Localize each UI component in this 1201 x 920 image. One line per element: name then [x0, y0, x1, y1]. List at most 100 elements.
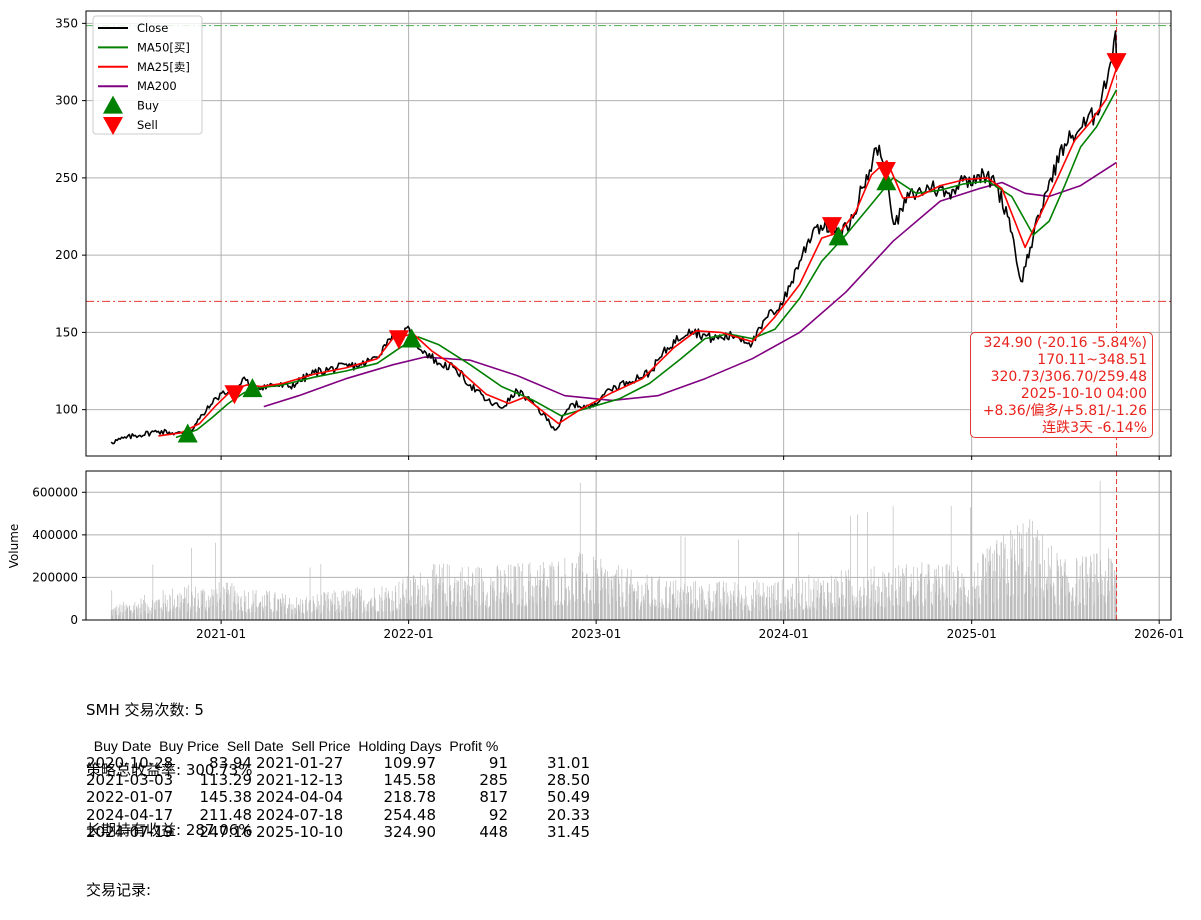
volume-bar [881, 591, 883, 620]
volume-bar [868, 580, 869, 620]
volume-bar [810, 589, 812, 620]
volume-bar [333, 590, 335, 620]
volume-bar [916, 567, 918, 620]
volume-bar [810, 609, 811, 620]
holding-days: 91 [488, 754, 508, 772]
volume-bar [1019, 532, 1020, 620]
volume-bar [255, 612, 256, 620]
volume-bar [291, 609, 292, 620]
volume-bar [128, 605, 130, 620]
volume-bar [313, 610, 315, 620]
volume-bar [673, 598, 675, 620]
volume-bar [989, 565, 991, 620]
volume-bar [399, 609, 400, 620]
volume-bar [943, 605, 944, 620]
volume-bar [880, 606, 882, 620]
volume-bar [612, 575, 614, 620]
volume-bar [830, 592, 831, 620]
volume-bar [476, 601, 477, 620]
volume-bar [503, 598, 505, 620]
volume-bar [396, 607, 398, 620]
volume-bar [609, 604, 610, 620]
volume-bar [884, 574, 885, 620]
volume-bar [1020, 548, 1022, 620]
volume-bar [201, 590, 203, 620]
volume-bar [521, 606, 523, 620]
volume-bar [823, 591, 825, 620]
volume-bar [557, 605, 559, 620]
volume-bar [237, 611, 238, 620]
volume-bar [889, 596, 890, 620]
volume-bar [873, 566, 875, 620]
trade-markers [177, 53, 1127, 443]
volume-bar [308, 602, 310, 620]
volume-bar [1053, 585, 1055, 620]
volume-bar [597, 568, 599, 620]
volume-bar [402, 583, 403, 620]
volume-bar [247, 609, 249, 620]
volume-bar [1106, 580, 1108, 620]
volume-bar [1089, 567, 1091, 620]
volume-bar [799, 603, 800, 620]
volume-bar [544, 600, 546, 620]
volume-bar [1074, 605, 1076, 620]
volume-bar [801, 593, 803, 620]
volume-bar [253, 601, 254, 620]
volume-bar [1093, 605, 1094, 620]
volume-bar [129, 605, 131, 620]
volume-bar [633, 590, 635, 620]
profit: 31.01 [547, 754, 590, 772]
volume-bar [655, 605, 657, 620]
volume-bar [269, 591, 270, 620]
sell-date: 2021-01-27 [256, 754, 344, 772]
volume-bar [252, 611, 253, 620]
volume-bar [400, 598, 401, 620]
volume-bar [954, 579, 956, 620]
volume-bar [716, 582, 718, 620]
volume-bar [952, 607, 954, 620]
volume-bar [941, 583, 943, 620]
volume-bar [1046, 579, 1048, 620]
volume-bar [990, 560, 992, 620]
volume-bar [315, 606, 317, 620]
volume-bar [355, 588, 357, 620]
volume-bar [1082, 556, 1084, 620]
volume-bar [961, 589, 962, 620]
volume-bar [844, 607, 846, 620]
volume-bar [356, 608, 358, 620]
volume-bar [447, 605, 449, 620]
volume-bar [923, 606, 925, 620]
volume-bar [306, 597, 307, 620]
volume-bar [259, 603, 261, 620]
volume-bar [684, 536, 686, 620]
volume-bar [743, 598, 745, 620]
sell-date: 2024-07-18 [256, 805, 344, 824]
volume-bar [360, 600, 361, 620]
volume-bar [664, 607, 666, 620]
volume-bar [168, 611, 170, 620]
volume-bar [805, 601, 807, 620]
volume-bar [654, 598, 656, 620]
volume-bar [922, 603, 923, 620]
volume-bar [988, 561, 990, 620]
volume-bar [317, 601, 319, 620]
volume-bar [334, 604, 336, 620]
volume-bar [538, 579, 540, 620]
volume-bar [587, 603, 589, 620]
volume-bar [387, 593, 389, 620]
volume-bar [475, 568, 477, 620]
volume-bar [294, 613, 296, 620]
volume-bar [528, 564, 529, 620]
volume-bar [120, 611, 121, 620]
volume-bar [1069, 591, 1071, 620]
x-tick-label: 2025-01 [947, 627, 997, 641]
price-y-tick-label: 100 [55, 403, 78, 417]
volume-bar [395, 591, 397, 620]
volume-bar [216, 593, 218, 620]
volume-bar [374, 597, 376, 620]
volume-bar [535, 577, 536, 620]
volume-bar [832, 602, 833, 620]
buy-price: 83.94 [209, 754, 252, 772]
volume-bar [742, 610, 743, 620]
volume-bar [507, 591, 509, 620]
